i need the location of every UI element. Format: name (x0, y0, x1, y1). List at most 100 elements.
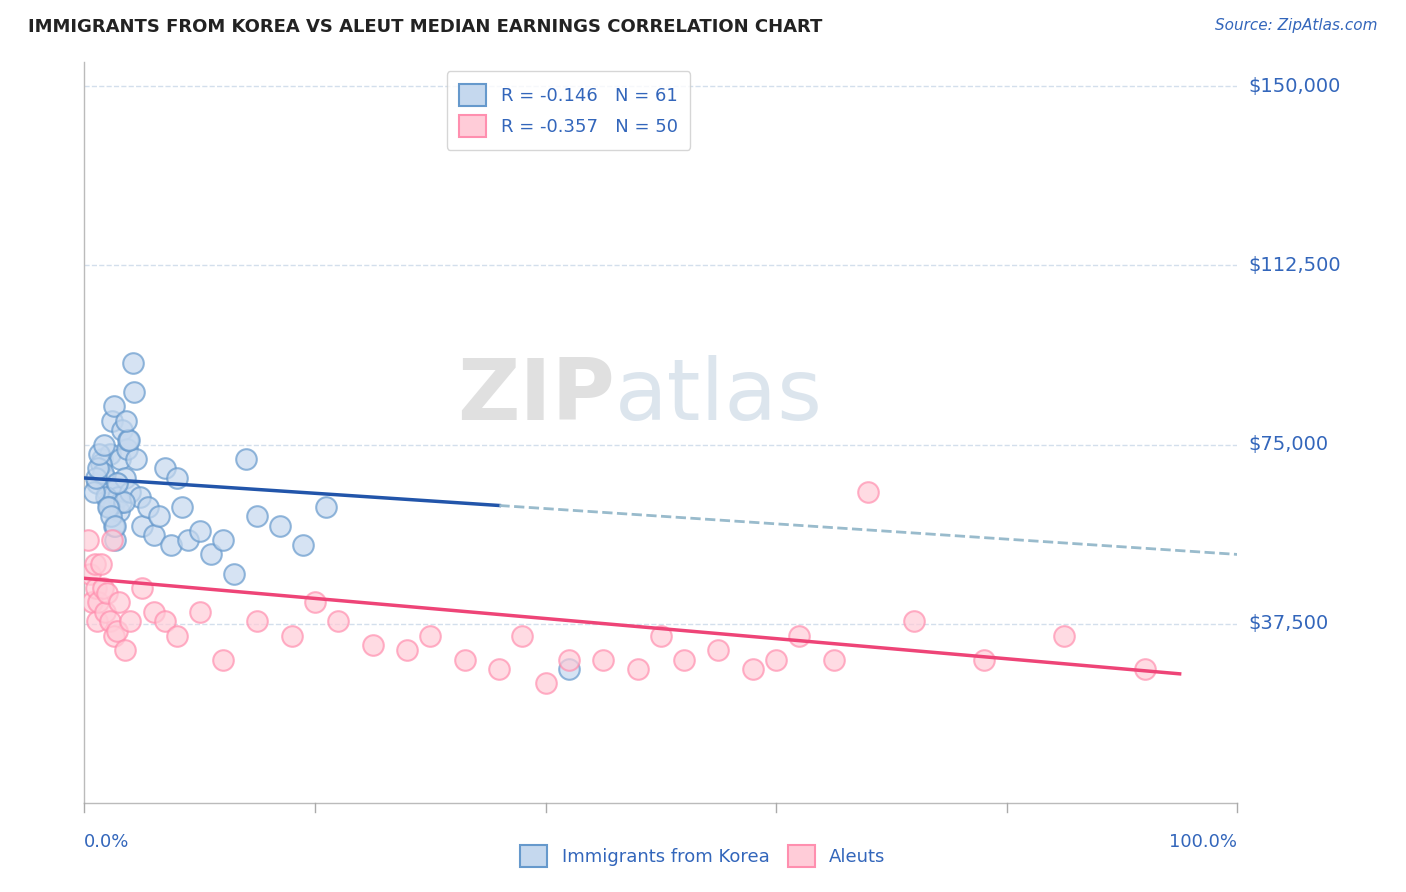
Point (160, 538, 183, 552)
Point (103, 518, 125, 533)
Point (89, 557, 111, 571)
Point (91, 581, 114, 595)
Point (97, 500, 120, 514)
Text: atlas: atlas (614, 355, 823, 438)
Point (512, 629, 534, 643)
Point (148, 509, 170, 524)
Text: $75,000: $75,000 (1249, 435, 1329, 454)
Point (166, 629, 188, 643)
Point (592, 652, 614, 666)
Point (114, 471, 136, 485)
Point (98, 447, 121, 461)
Point (211, 533, 233, 547)
Point (128, 490, 150, 504)
Point (903, 615, 925, 629)
Point (89, 457, 111, 471)
Text: $150,000: $150,000 (1249, 77, 1341, 95)
Point (200, 548, 222, 562)
Point (105, 624, 128, 638)
Point (90, 451, 112, 466)
Point (707, 643, 730, 657)
Point (534, 676, 557, 690)
Point (94, 471, 117, 485)
Point (120, 485, 142, 500)
Point (246, 615, 269, 629)
Point (1133, 662, 1156, 676)
Text: $37,500: $37,500 (1249, 615, 1329, 633)
Point (98, 615, 121, 629)
Point (114, 643, 136, 657)
Point (91, 467, 114, 481)
Point (177, 533, 200, 547)
Point (488, 662, 510, 676)
Legend: R = -0.146   N = 61, R = -0.357   N = 50: R = -0.146 N = 61, R = -0.357 N = 50 (447, 71, 690, 150)
Point (224, 566, 246, 581)
Point (89, 447, 111, 461)
Text: ZIP: ZIP (457, 355, 614, 438)
Point (396, 643, 419, 657)
Point (86, 475, 108, 490)
Point (557, 662, 579, 676)
Point (454, 652, 477, 666)
Text: Source: ZipAtlas.com: Source: ZipAtlas.com (1215, 18, 1378, 33)
Point (419, 629, 441, 643)
Point (98, 500, 121, 514)
Point (115, 414, 138, 428)
Point (858, 485, 880, 500)
Point (122, 384, 145, 399)
Point (125, 451, 148, 466)
Point (973, 652, 995, 666)
Point (105, 475, 128, 490)
Point (136, 500, 159, 514)
Point (304, 595, 326, 609)
Point (87, 595, 110, 609)
Point (557, 652, 579, 666)
Point (103, 400, 125, 414)
Point (121, 356, 143, 370)
Point (269, 518, 291, 533)
Point (83, 557, 105, 571)
Point (118, 433, 141, 447)
Point (101, 533, 124, 547)
Point (115, 442, 138, 457)
Point (142, 605, 165, 619)
Point (97, 495, 120, 509)
Point (112, 495, 135, 509)
Point (166, 471, 188, 485)
Point (131, 518, 153, 533)
Point (211, 652, 233, 666)
Point (104, 518, 127, 533)
Point (84, 471, 107, 485)
Point (76, 533, 98, 547)
Point (86, 615, 108, 629)
Point (292, 538, 315, 552)
Point (315, 500, 337, 514)
Point (153, 461, 176, 475)
Point (108, 451, 131, 466)
Point (142, 528, 165, 542)
Point (96, 585, 118, 599)
Text: $112,500: $112,500 (1249, 256, 1341, 275)
Point (79, 566, 101, 581)
Point (82, 595, 104, 609)
Point (672, 652, 695, 666)
Point (110, 495, 132, 509)
Point (96, 490, 118, 504)
Text: IMMIGRANTS FROM KOREA VS ALEUT MEDIAN EARNINGS CORRELATION CHART: IMMIGRANTS FROM KOREA VS ALEUT MEDIAN EA… (28, 18, 823, 36)
Point (103, 500, 124, 514)
Text: 100.0%: 100.0% (1170, 833, 1237, 851)
Point (117, 433, 139, 447)
Point (326, 615, 349, 629)
Point (100, 509, 122, 524)
Point (188, 605, 211, 619)
Point (101, 414, 124, 428)
Point (83, 485, 105, 500)
Point (823, 652, 845, 666)
Point (235, 451, 257, 466)
Point (108, 504, 131, 518)
Point (742, 662, 765, 676)
Point (84, 581, 107, 595)
Point (100, 481, 122, 495)
Point (120, 615, 142, 629)
Point (94, 605, 117, 619)
